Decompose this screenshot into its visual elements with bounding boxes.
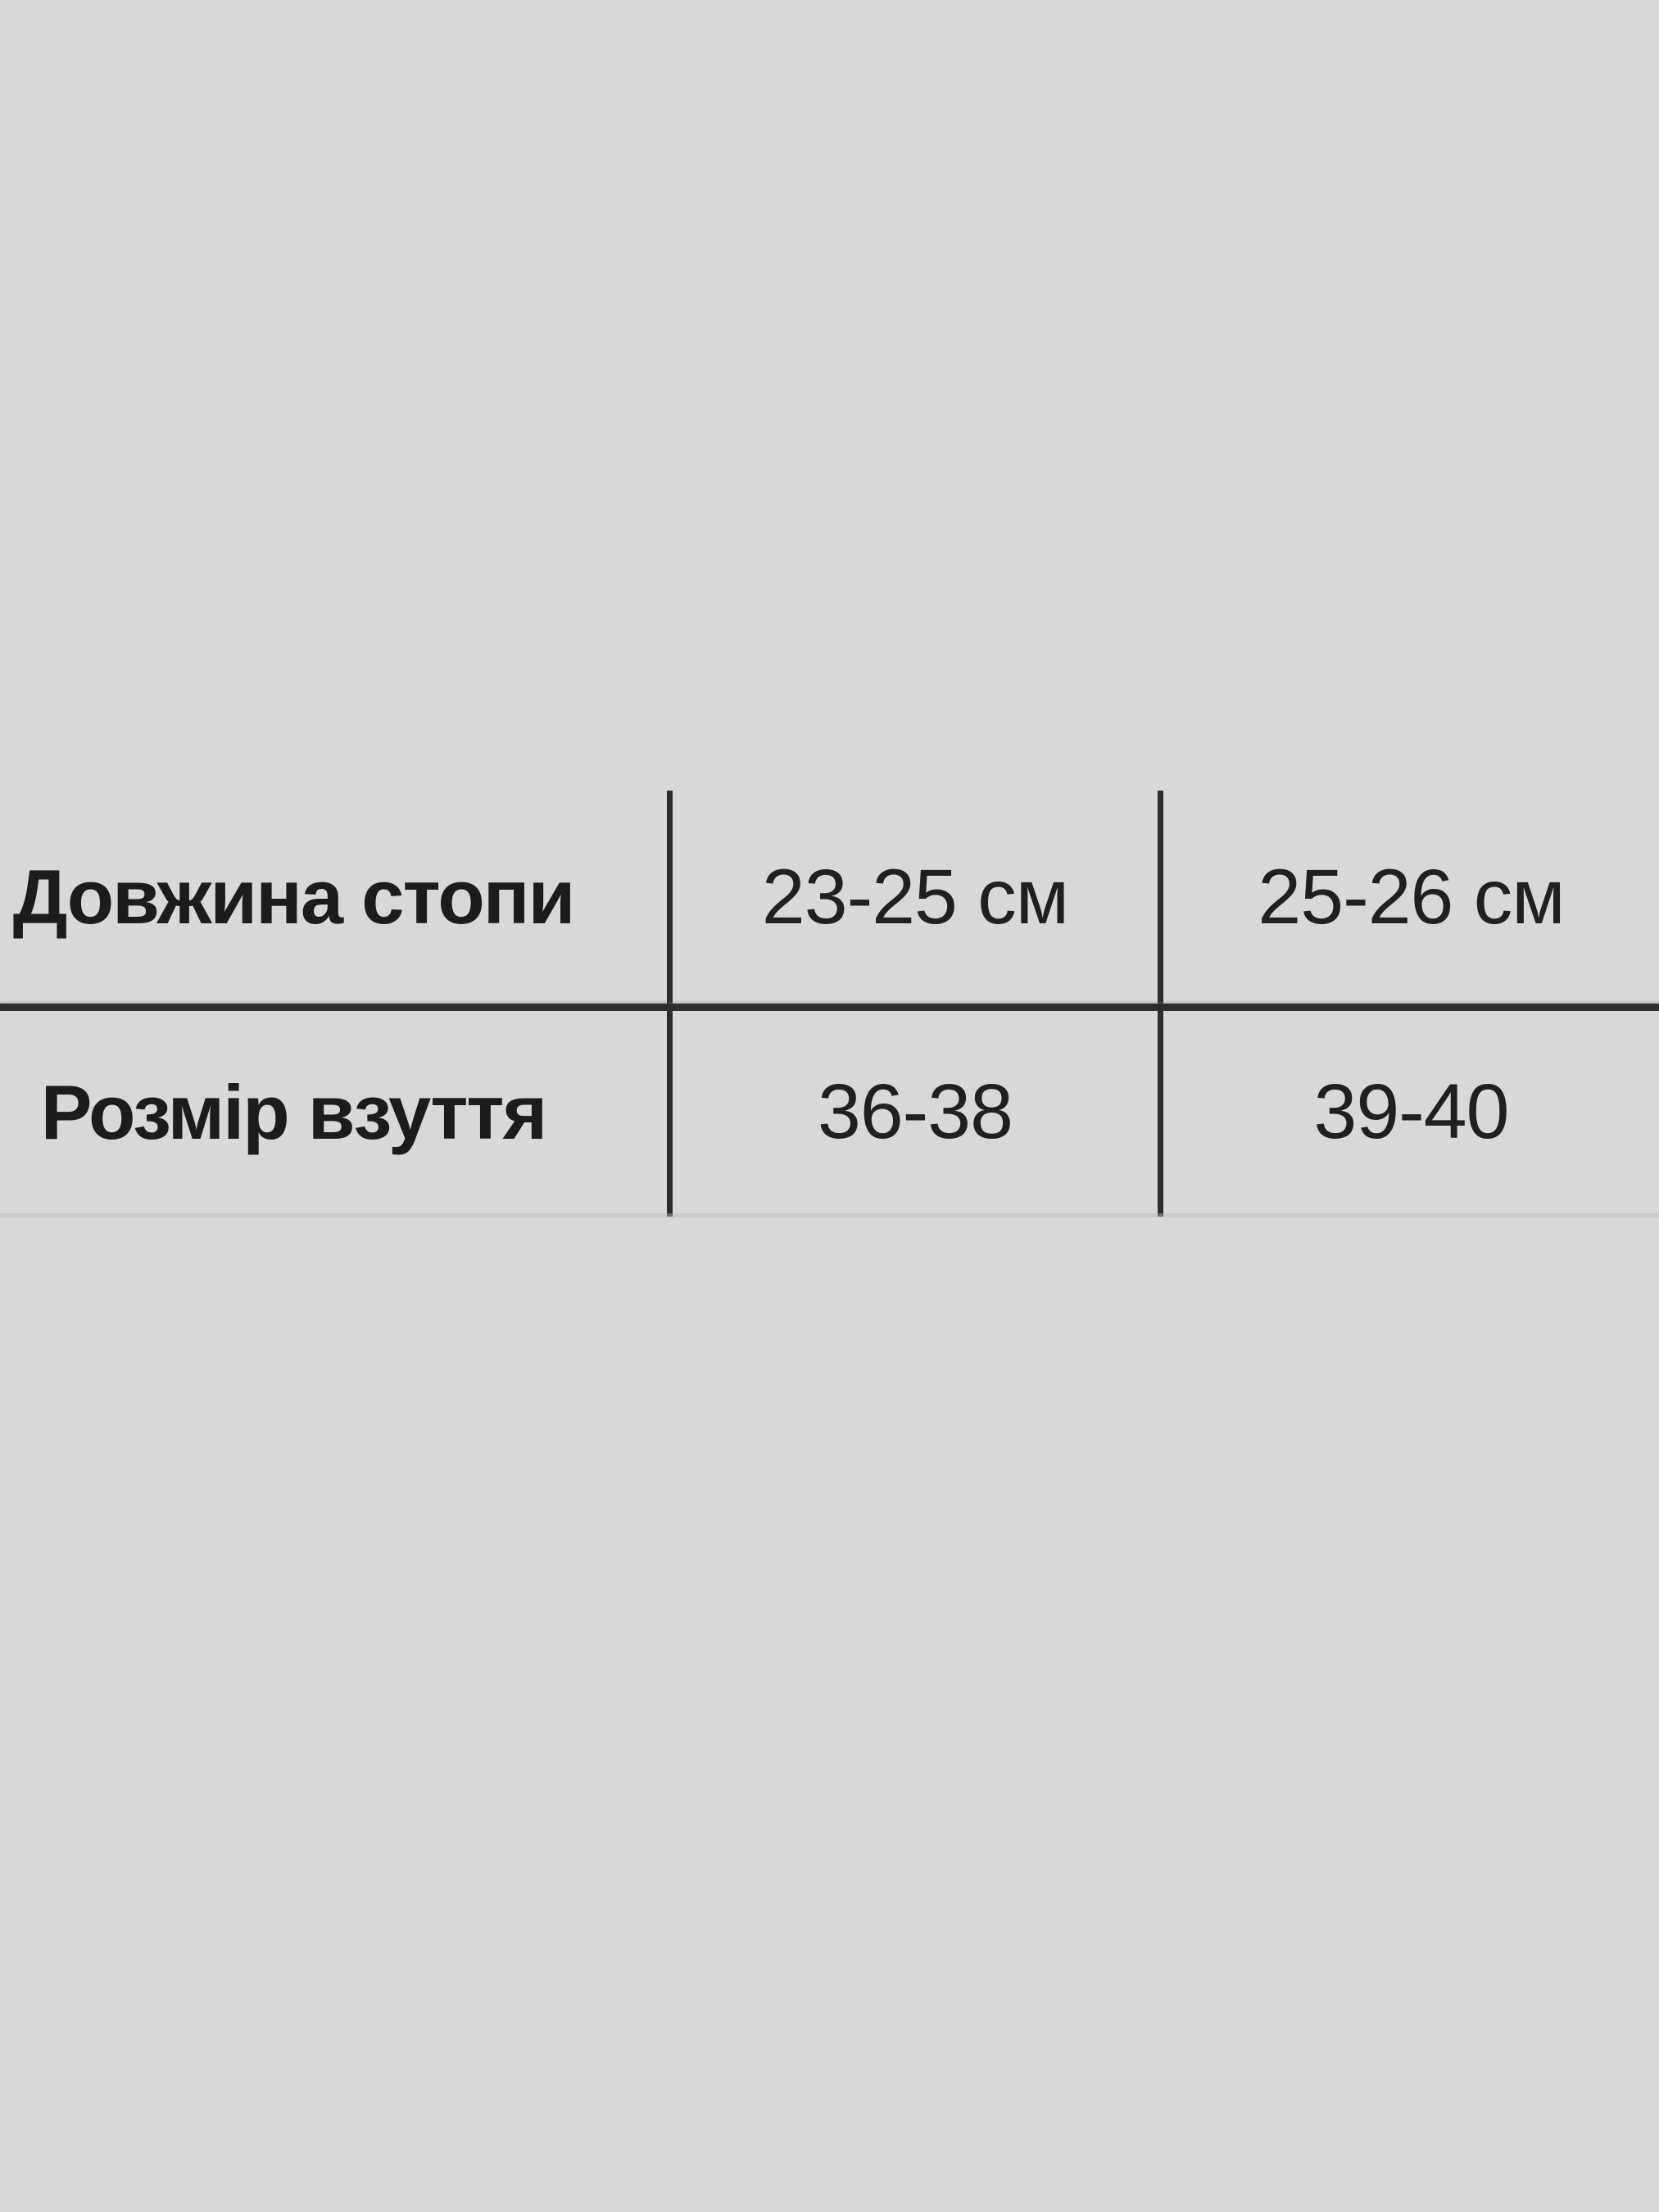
- table-horizontal-divider: [0, 1004, 1659, 1011]
- shoe-size-value-1: 36-38: [818, 1068, 1013, 1155]
- table-bottom-faint-line: [0, 1213, 1659, 1217]
- foot-length-row-label: Довжина стопи: [12, 854, 576, 940]
- shoe-size-row-label: Розмір взуття: [40, 1068, 548, 1155]
- foot-length-value-2: 25-26 см: [1258, 853, 1565, 941]
- foot-length-value-1: 23-25 см: [761, 853, 1069, 941]
- shoe-size-value-2: 39-40: [1313, 1068, 1510, 1155]
